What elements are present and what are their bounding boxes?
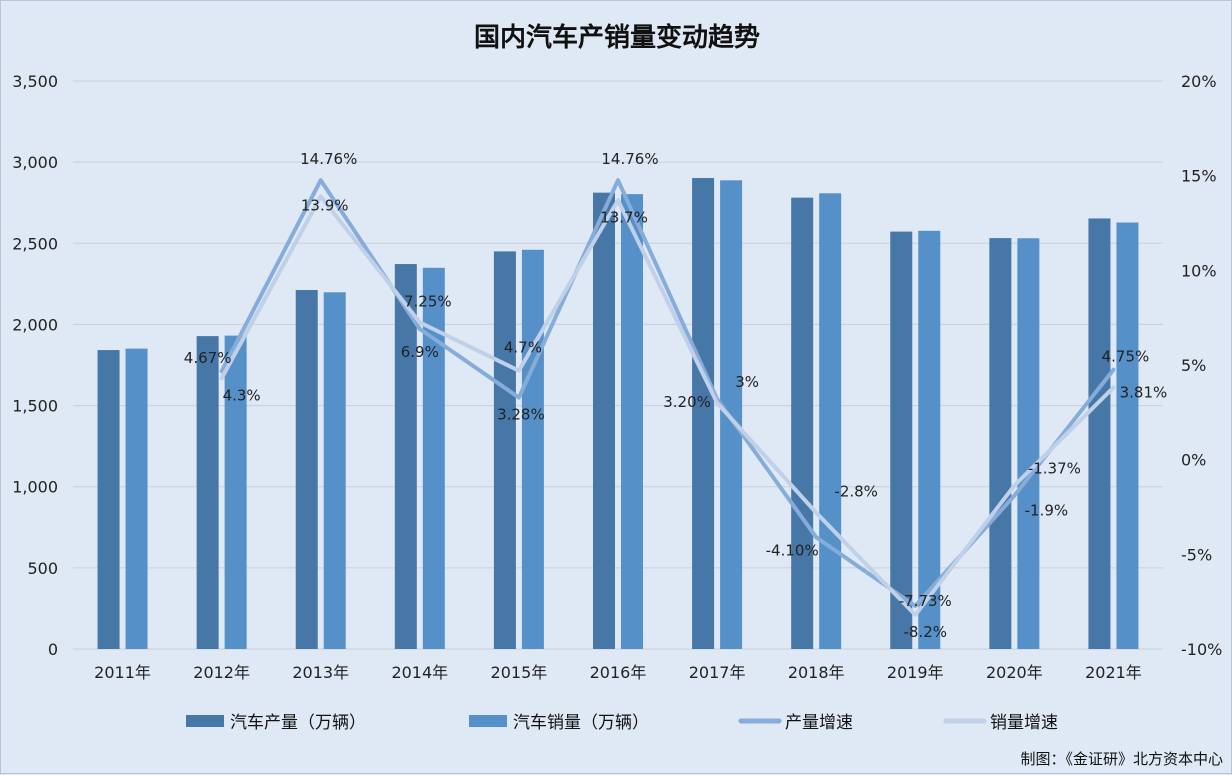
- legend-swatch-bar: [186, 715, 224, 727]
- bar-production: [394, 264, 417, 649]
- legend: 汽车产量（万辆） 汽车销量（万辆） 产量增速 销量增速: [186, 713, 1058, 733]
- bar-production: [97, 350, 120, 649]
- right-tick-label: 15%: [1181, 167, 1217, 186]
- bar-production: [295, 290, 318, 649]
- sales-growth-label: 7.25%: [404, 292, 452, 310]
- production-growth-label: 14.76%: [300, 150, 357, 168]
- production-growth-label: 3.28%: [497, 406, 545, 424]
- sales-growth-label: 3%: [735, 373, 759, 391]
- right-tick-label: 20%: [1181, 72, 1217, 91]
- sales-growth-label: -8.2%: [904, 623, 948, 641]
- legend-label: 销量增速: [990, 713, 1058, 733]
- bar-sales: [323, 292, 346, 649]
- x-tick-label: 2020年: [986, 663, 1043, 682]
- x-tick-label: 2021年: [1085, 663, 1142, 682]
- legend-label: 汽车销量（万辆）: [513, 713, 649, 733]
- production-growth-label: 6.9%: [401, 343, 439, 361]
- sales-growth-label: 4.3%: [223, 386, 261, 404]
- left-tick-label: 1,500: [12, 397, 58, 416]
- bar-production: [989, 238, 1012, 649]
- bar-series: [97, 178, 1139, 650]
- legend-label: 汽车产量（万辆）: [230, 713, 366, 733]
- bar-sales: [125, 348, 148, 649]
- production-growth-label: 4.75%: [1102, 348, 1150, 366]
- production-growth-label: -1.9%: [1025, 502, 1069, 520]
- left-tick-label: 500: [27, 559, 58, 578]
- x-tick-label: 2017年: [689, 663, 746, 682]
- left-tick-label: 3,000: [12, 153, 58, 172]
- bar-sales: [1017, 238, 1040, 649]
- bar-sales: [1116, 222, 1139, 650]
- left-tick-label: 2,000: [12, 315, 58, 334]
- sales-growth-label: 3.81%: [1120, 384, 1168, 402]
- right-axis: -10% -5% 0% 5% 10% 15% 20%: [1181, 72, 1222, 659]
- right-tick-label: 5%: [1181, 356, 1206, 375]
- bar-sales: [621, 194, 643, 649]
- production-growth-label: 3.20%: [663, 393, 711, 411]
- bar-production: [692, 178, 715, 649]
- sales-growth-label: -1.37%: [1028, 460, 1081, 478]
- source-note: 制图：《金证研》北方资本中心: [1020, 750, 1223, 768]
- sales-growth-label: 4.7%: [504, 339, 542, 357]
- production-growth-label: 14.76%: [601, 150, 658, 168]
- x-tick-label: 2019年: [887, 663, 944, 682]
- bar-sales: [918, 230, 941, 649]
- x-tick-label: 2013年: [292, 663, 349, 682]
- bar-sales: [422, 267, 445, 649]
- left-tick-label: 0: [48, 640, 58, 659]
- sales-growth-label: 13.7%: [600, 208, 648, 226]
- gridlines: [73, 80, 1163, 650]
- bar-production: [593, 192, 615, 649]
- sales-growth-line: [219, 194, 1116, 617]
- bar-production: [196, 336, 219, 649]
- legend-swatch-bar: [469, 715, 507, 727]
- x-tick-label: 2012年: [193, 663, 250, 682]
- bar-production: [1088, 218, 1111, 649]
- x-tick-label: 2016年: [590, 663, 647, 682]
- bar-sales: [720, 180, 743, 650]
- production-growth-label: 4.67%: [184, 349, 232, 367]
- chart-title: 国内汽车产销量变动趋势: [474, 22, 760, 53]
- right-tick-label: -10%: [1181, 640, 1222, 659]
- x-axis: 2011年 2012年 2013年 2014年 2015年 2016年 2017年 2018年…: [94, 663, 1142, 682]
- bar-sales: [224, 335, 247, 649]
- production-growth-label: -7.73%: [899, 592, 952, 610]
- bar-sales: [819, 193, 842, 650]
- right-tick-label: 0%: [1181, 451, 1206, 470]
- sales-growth-label: 13.9%: [301, 196, 349, 214]
- left-tick-label: 2,500: [12, 234, 58, 253]
- legend-label: 产量增速: [785, 713, 853, 733]
- x-tick-label: 2015年: [491, 663, 548, 682]
- production-growth-label: -4.10%: [766, 541, 819, 559]
- line-series: 4.67% 14.76% 6.9% 3.28% 14.76% 3.20% -4.10% -7.…: [184, 150, 1167, 641]
- bar-production: [890, 231, 913, 649]
- x-tick-label: 2018年: [788, 663, 845, 682]
- sales-growth-label: -2.8%: [834, 483, 878, 501]
- bar-sales: [521, 249, 544, 649]
- right-tick-label: -5%: [1181, 545, 1212, 564]
- x-tick-label: 2014年: [391, 663, 448, 682]
- left-tick-label: 3,500: [12, 72, 58, 91]
- left-tick-label: 1,000: [12, 478, 58, 497]
- left-axis: 0 500 1,000 1,500 2,000 2,500 3,000 3,500: [12, 72, 58, 659]
- bar-production: [791, 197, 814, 650]
- right-tick-label: 10%: [1181, 261, 1217, 280]
- x-tick-label: 2011年: [94, 663, 151, 682]
- bar-production: [493, 251, 516, 649]
